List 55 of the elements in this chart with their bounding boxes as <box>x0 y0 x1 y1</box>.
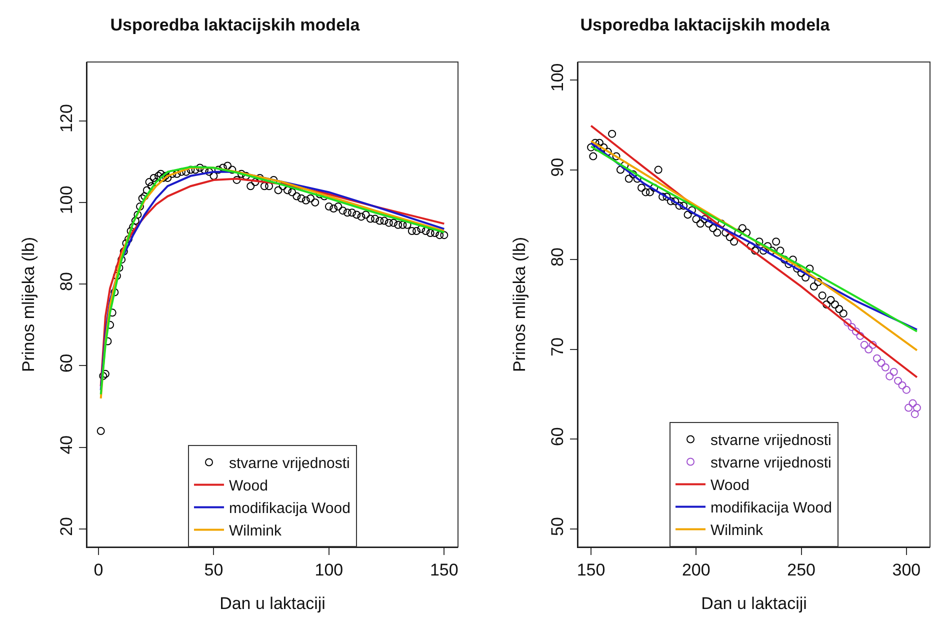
point <box>873 354 882 362</box>
y-tick-label: 40 <box>57 435 76 454</box>
y-tick-label: 70 <box>548 337 568 356</box>
legend-label: stvarne vrijednosti <box>229 455 350 472</box>
x-axis-title: Dan u laktaciji <box>701 594 807 613</box>
legend-label: Wood <box>229 478 268 495</box>
y-tick-label: 60 <box>548 427 568 446</box>
point <box>912 404 921 412</box>
point <box>860 340 868 349</box>
point <box>868 340 877 349</box>
x-tick-label: 150 <box>576 560 606 580</box>
point <box>894 376 902 385</box>
point <box>856 332 864 340</box>
point <box>898 381 906 390</box>
legend-label: Wilmink <box>229 522 282 540</box>
y-tick-label: 90 <box>548 158 568 177</box>
x-tick-label: 250 <box>787 560 816 580</box>
y-tick-label: 80 <box>548 248 568 266</box>
x-tick-label: 200 <box>682 560 710 580</box>
point <box>864 345 873 354</box>
y-tick-label: 50 <box>548 517 568 536</box>
point <box>886 372 894 380</box>
line-series <box>590 124 918 378</box>
y-tick-label: 80 <box>57 272 76 291</box>
legend-label: modifikacija Wood <box>710 500 832 517</box>
x-axis-title: Dan u laktaciji <box>220 594 326 613</box>
point <box>852 327 860 336</box>
point <box>890 368 898 376</box>
legend-label: Wilmink <box>710 522 764 540</box>
legend-label: stvarne vrijednosti <box>710 454 832 472</box>
x-tick-label: 300 <box>892 560 921 580</box>
point <box>904 404 913 412</box>
y-axis-title: Prinos mlijeka (lb) <box>18 236 38 372</box>
x-tick-label: 100 <box>314 560 344 580</box>
legend-label: Wood <box>710 477 750 494</box>
chart-title: Usporedba laktacijskih modela <box>110 16 360 35</box>
point <box>844 318 852 326</box>
x-tick-label: 0 <box>94 560 104 580</box>
point <box>910 410 919 418</box>
point <box>848 322 856 331</box>
legend-label: stvarne vrijednosti <box>710 432 832 450</box>
point <box>902 386 910 394</box>
y-tick-label: 20 <box>57 517 76 536</box>
chart-title: Usporedba laktacijskih modela <box>580 16 830 35</box>
y-tick-label: 100 <box>548 63 568 92</box>
point <box>877 358 886 367</box>
legend-label: modifikacija Wood <box>229 500 350 518</box>
y-tick-label: 100 <box>57 186 76 214</box>
point <box>881 363 890 372</box>
y-tick-label: 60 <box>57 354 76 373</box>
x-tick-label: 150 <box>430 560 458 580</box>
x-tick-label: 50 <box>204 560 224 580</box>
y-axis-title: Prinos mlijeka (lb) <box>510 236 529 372</box>
y-tick-label: 120 <box>57 104 76 132</box>
point <box>908 399 917 408</box>
